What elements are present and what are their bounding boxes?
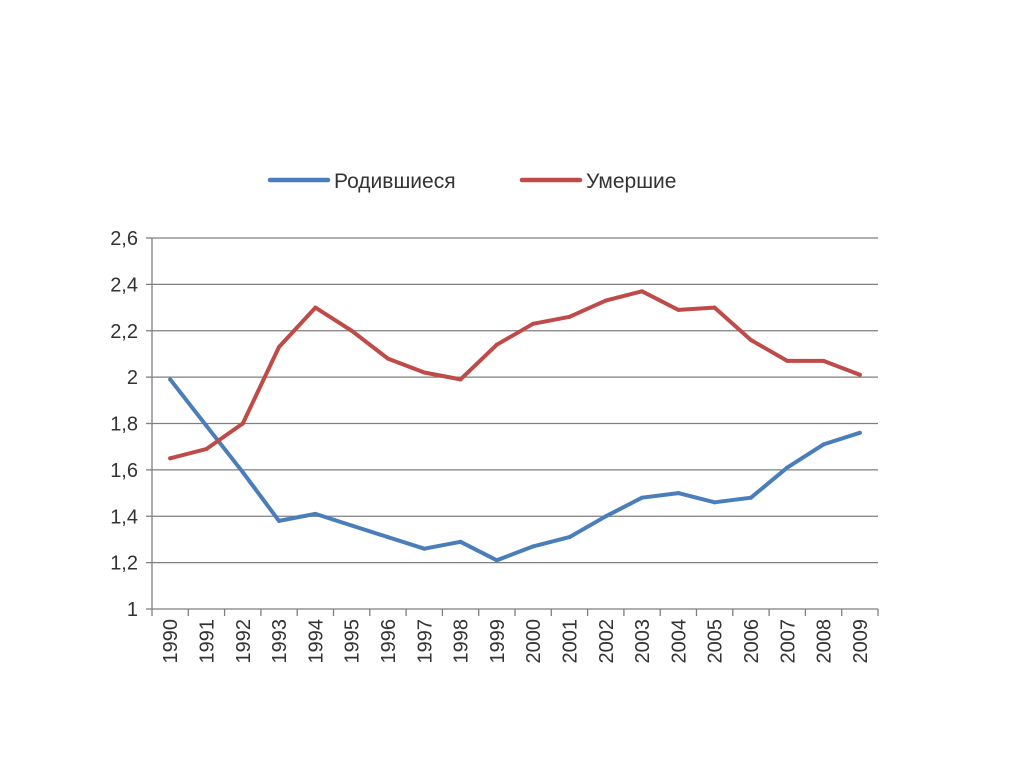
x-tick-label: 2007 (777, 619, 799, 664)
data-point (313, 511, 318, 516)
x-tick-label: 1994 (305, 619, 327, 664)
data-point (277, 518, 282, 523)
data-point (349, 328, 354, 333)
data-point (313, 305, 318, 310)
data-point (458, 539, 463, 544)
grid-layer (152, 237, 878, 564)
axis-layer: 1 1,2 1,4 1,6 1,8 2 2,2 2,4 2,6 1990 1991 1992 1993 1… (110, 228, 879, 664)
data-point (385, 535, 390, 540)
data-point (603, 298, 608, 303)
data-point (240, 470, 245, 475)
data-point (712, 500, 717, 505)
data-point (821, 358, 826, 363)
data-point (857, 430, 862, 435)
data-point (531, 544, 536, 549)
series-line-0 (168, 377, 862, 563)
y-tick-label: 1,4 (110, 506, 138, 528)
y-tick-label: 2 (127, 367, 138, 389)
x-tick-label: 2004 (668, 619, 690, 664)
x-tick-label: 2006 (741, 619, 763, 664)
data-point (204, 423, 209, 428)
x-tick-label: 1997 (414, 619, 436, 664)
series-layer (168, 289, 862, 563)
data-point (748, 495, 753, 500)
x-tick-label: 1991 (196, 619, 218, 664)
legend: Родившиеся Умершие (267, 170, 676, 193)
y-tick-label: 1,6 (110, 460, 138, 482)
x-tick-label: 2003 (632, 619, 654, 664)
data-point (603, 514, 608, 519)
series-line-1 (168, 289, 862, 461)
data-point (567, 314, 572, 319)
data-point (168, 456, 173, 461)
data-point (640, 289, 645, 294)
data-point (422, 546, 427, 551)
x-tick-label: 1990 (160, 619, 182, 664)
data-point (277, 344, 282, 349)
data-point (821, 442, 826, 447)
data-point (857, 372, 862, 377)
x-tick-label: 1995 (342, 619, 364, 664)
data-point (204, 447, 209, 452)
y-tick-label: 1,8 (110, 414, 138, 436)
x-tick-label: 1998 (451, 619, 473, 664)
x-tick-label: 2000 (523, 619, 545, 664)
y-tick-label: 2,2 (110, 321, 138, 343)
data-point (712, 305, 717, 310)
x-tick-label: 2009 (850, 619, 872, 664)
data-point (385, 356, 390, 361)
data-point (458, 377, 463, 382)
data-point (494, 342, 499, 347)
x-tick-label: 1993 (269, 619, 291, 664)
legend-label: Родившиеся (334, 170, 456, 193)
data-point (494, 558, 499, 563)
data-point (168, 377, 173, 382)
data-point (240, 421, 245, 426)
x-tick-label: 2001 (559, 619, 581, 664)
x-tick-label: 1992 (233, 619, 255, 664)
legend-entry-0: Родившиеся (267, 170, 456, 193)
data-point (748, 338, 753, 343)
data-point (676, 491, 681, 496)
y-tick-label: 1 (127, 599, 138, 621)
x-tick-label: 1996 (378, 619, 400, 664)
data-point (422, 370, 427, 375)
data-point (640, 495, 645, 500)
data-point (349, 523, 354, 528)
legend-entry-1: Умершие (519, 170, 676, 193)
x-tick-label: 2002 (596, 619, 618, 664)
data-point (567, 535, 572, 540)
data-point (531, 321, 536, 326)
data-point (785, 465, 790, 470)
y-tick-label: 2,4 (110, 274, 138, 296)
legend-label: Умершие (586, 170, 676, 193)
y-tick-label: 1,2 (110, 553, 138, 575)
data-point (676, 307, 681, 312)
x-tick-label: 2005 (705, 619, 727, 664)
x-tick-label: 1999 (487, 619, 509, 664)
x-tick-label: 2008 (814, 619, 836, 664)
y-tick-label: 2,6 (110, 228, 138, 250)
data-point (785, 358, 790, 363)
